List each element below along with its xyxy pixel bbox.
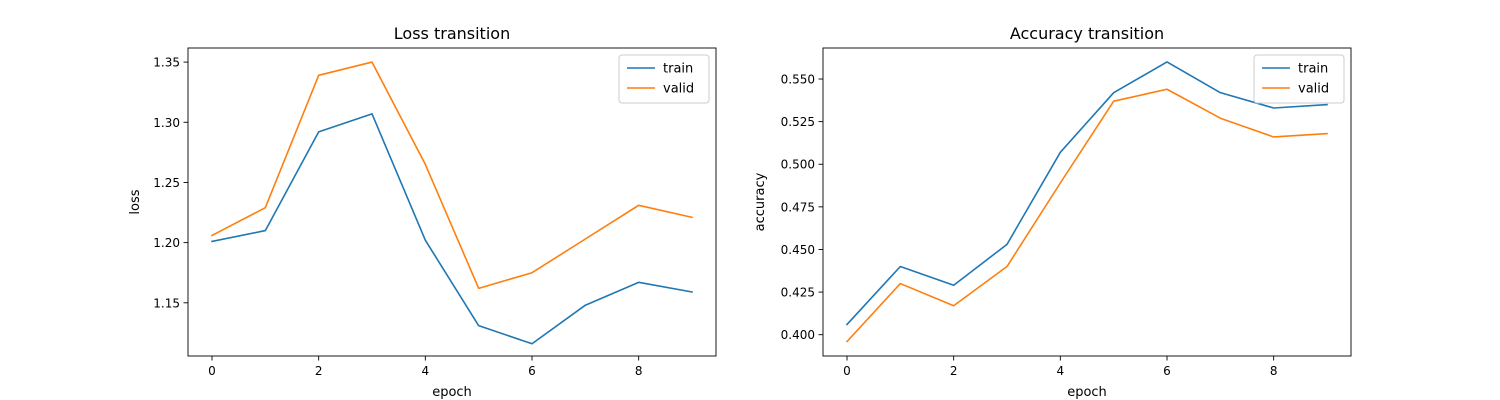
loss-chart: Loss transition 0 2 4 6 8 1.15 1.20 1.25 1.30 1.35… — [128, 24, 717, 400]
legend-label-train: train — [663, 62, 693, 77]
y-tick-label: 1.35 — [153, 56, 180, 70]
legend-label-valid: valid — [663, 82, 694, 97]
x-tick-label: 4 — [422, 364, 430, 378]
y-tick-label: 0.425 — [781, 286, 815, 300]
x-tick-label: 6 — [1163, 364, 1171, 378]
x-tick-label: 2 — [950, 364, 958, 378]
y-tick-label: 1.25 — [153, 176, 180, 190]
y-tick-label: 0.525 — [781, 115, 815, 129]
x-tick-label: 0 — [843, 364, 851, 378]
y-axis-label: loss — [128, 189, 143, 214]
series-line-valid — [210, 61, 693, 290]
x-tick-label: 6 — [528, 364, 536, 378]
plot-frame — [187, 47, 717, 357]
x-tick-label: 8 — [635, 364, 643, 378]
y-tick-label: 1.15 — [153, 296, 180, 310]
x-tick-label: 8 — [1270, 364, 1278, 378]
y-tick-label: 1.20 — [153, 236, 180, 250]
y-axis-label: accuracy — [753, 172, 768, 231]
series-line-train — [845, 61, 1328, 326]
series-line-valid — [845, 88, 1328, 343]
y-tick-label: 1.30 — [153, 116, 180, 130]
chart-title: Loss transition — [394, 24, 510, 43]
x-tick-label: 2 — [315, 364, 323, 378]
chart-title: Accuracy transition — [1010, 24, 1164, 43]
plot-frame — [822, 47, 1352, 357]
y-tick-label: 0.475 — [781, 200, 815, 214]
y-tick-label: 0.400 — [781, 328, 815, 342]
y-tick-label: 0.450 — [781, 243, 815, 257]
x-tick-label: 4 — [1057, 364, 1065, 378]
x-axis-label: epoch — [1067, 385, 1107, 400]
legend-label-valid: valid — [1298, 82, 1329, 97]
series-line-train — [211, 113, 693, 345]
x-tick-label: 0 — [208, 364, 216, 378]
x-axis-label: epoch — [432, 385, 472, 400]
y-tick-label: 0.500 — [781, 158, 815, 172]
accuracy-chart: Accuracy transition 0 2 4 6 8 0.400 0.425 0.450 0… — [753, 24, 1352, 400]
y-tick-label: 0.550 — [781, 73, 815, 87]
legend-box — [618, 54, 710, 104]
legend-label-train: train — [1298, 62, 1328, 77]
legend-box — [1253, 54, 1345, 104]
